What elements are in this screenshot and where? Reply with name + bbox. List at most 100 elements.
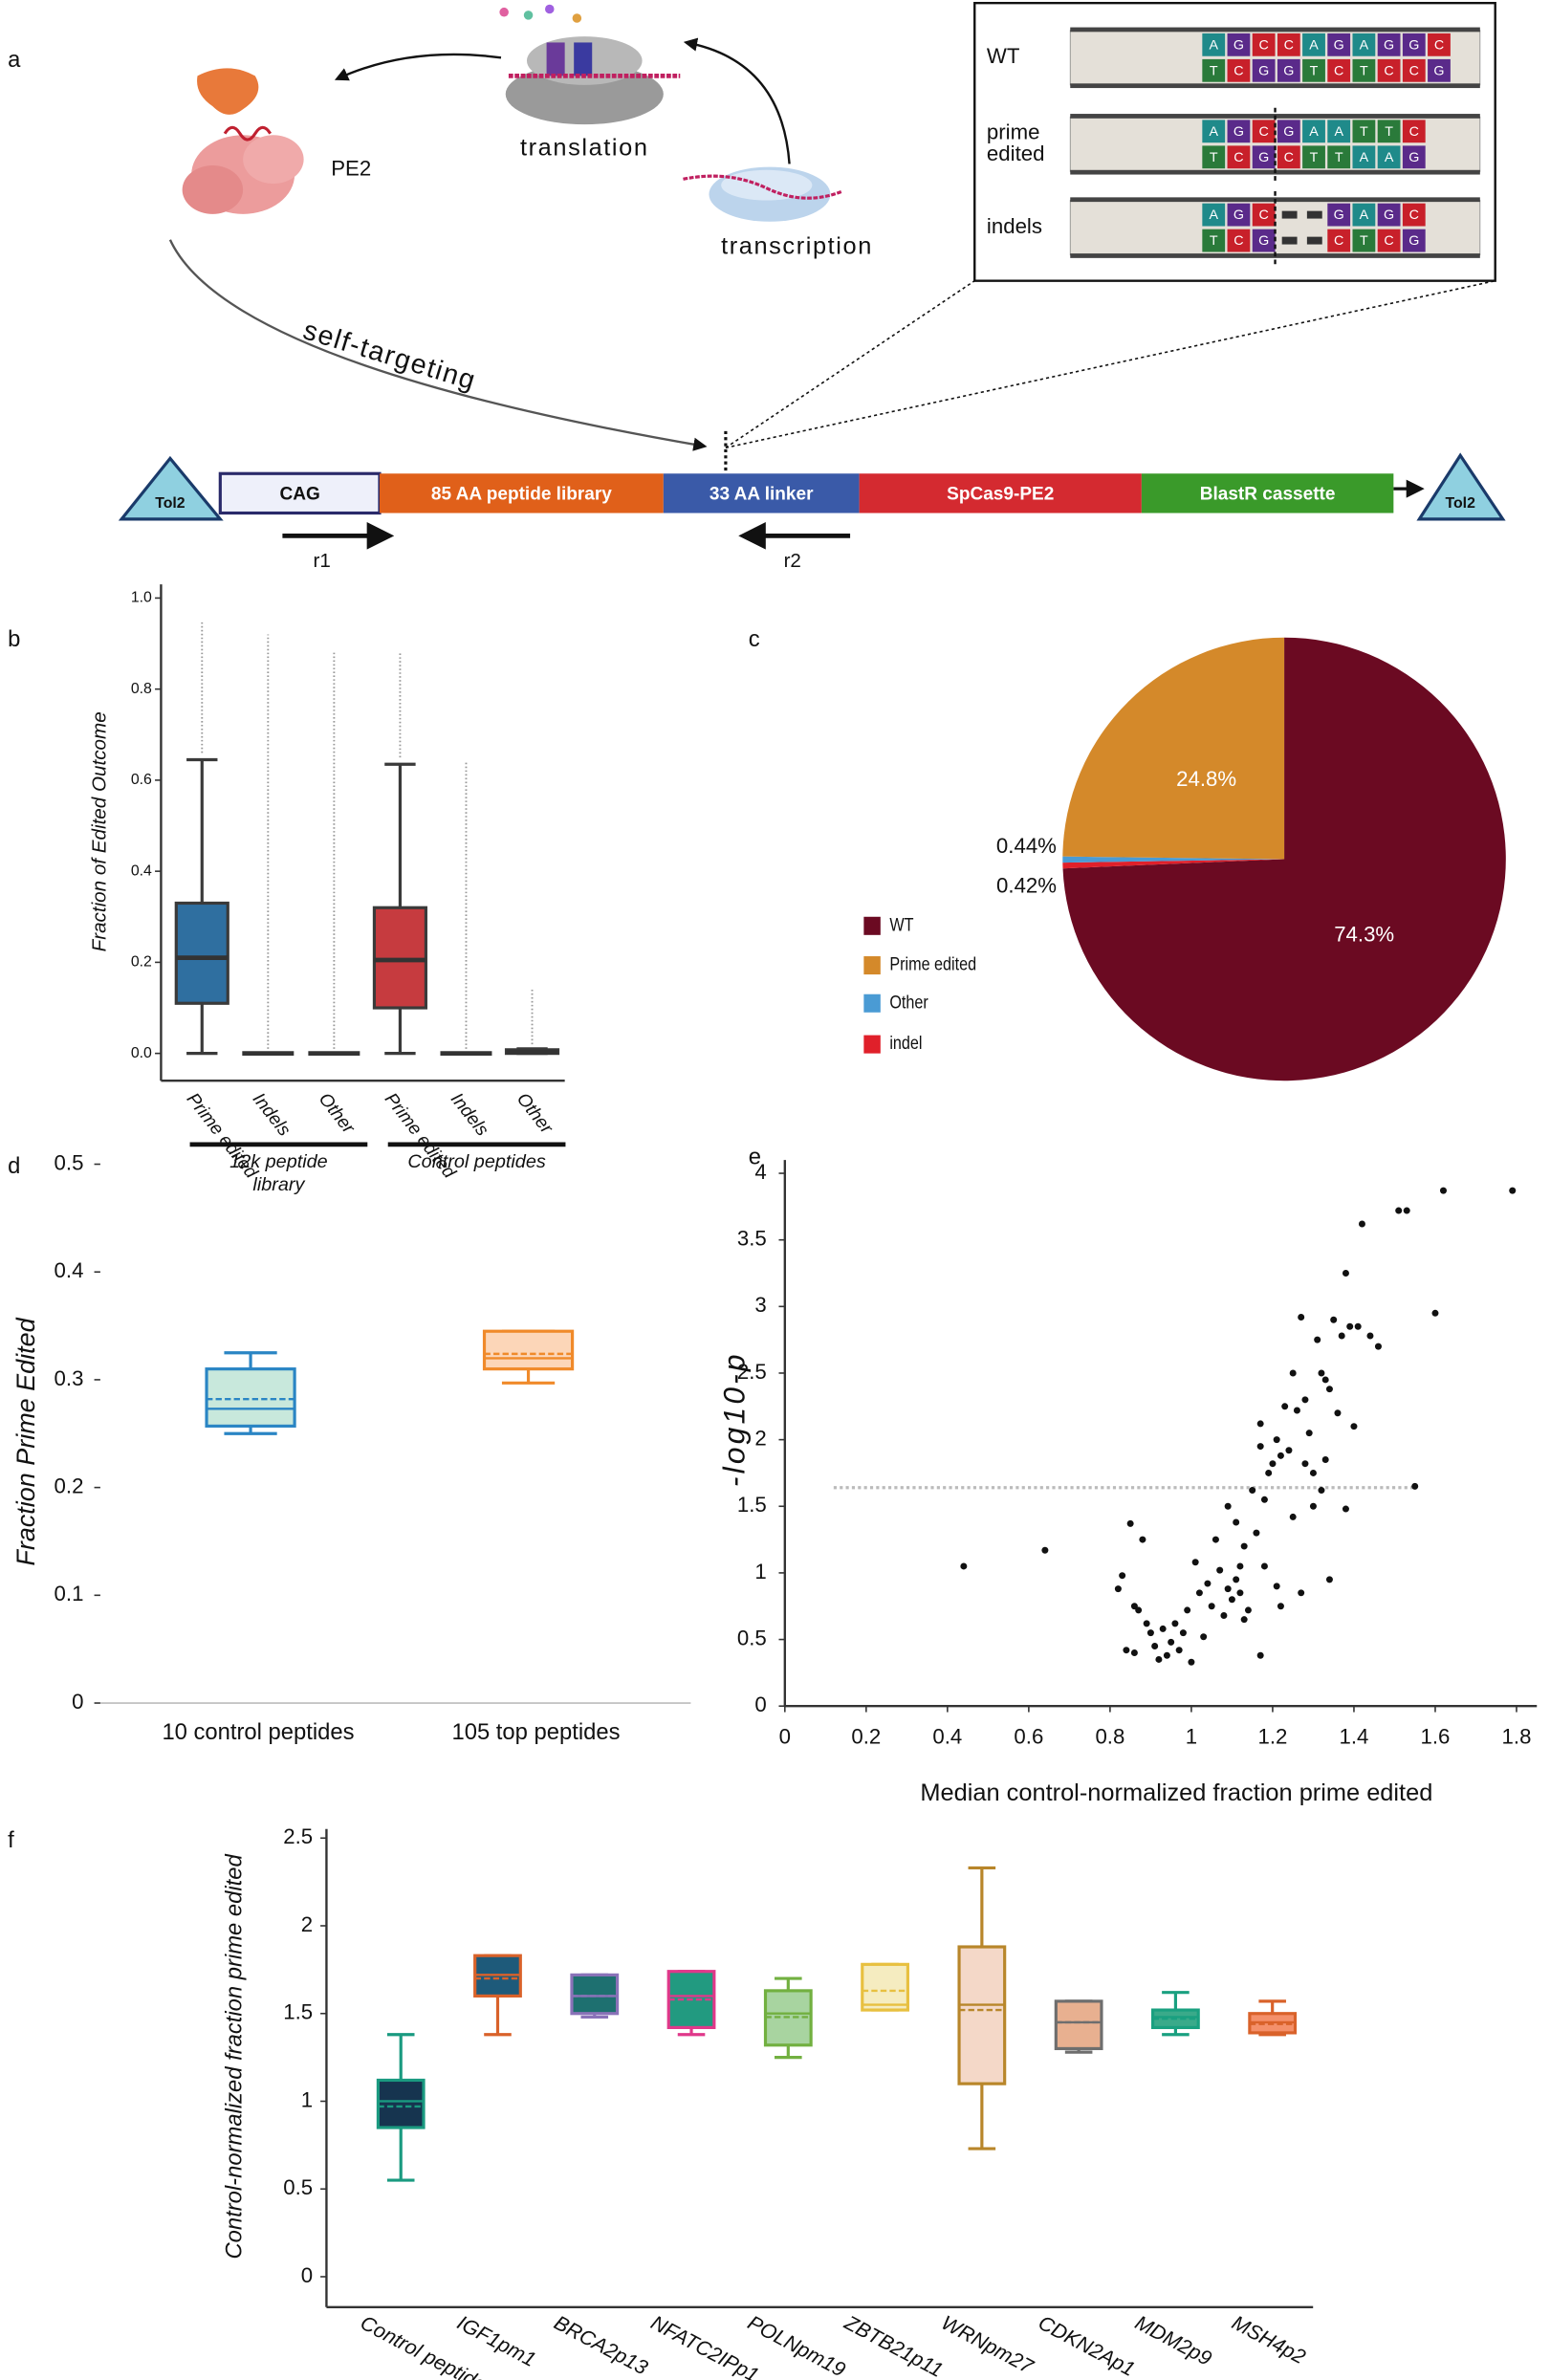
value-label: 0.44% [996, 834, 1057, 858]
whisker-low [775, 2044, 802, 2060]
base-cell [1227, 145, 1251, 169]
base-letter: G [1258, 150, 1269, 165]
segment-label: BlastR cassette [1200, 485, 1336, 505]
whisker-high [1162, 1991, 1190, 2011]
point [1321, 1376, 1329, 1384]
base-letter: A [1209, 37, 1218, 53]
row-label: WT [987, 44, 1020, 68]
base-letter: T [1210, 233, 1218, 249]
box-plot [763, 1976, 813, 2060]
x-tick-label: 0 [779, 1724, 791, 1748]
base-cell [1202, 58, 1226, 82]
point [1354, 1322, 1362, 1330]
box-plot [666, 1970, 716, 2037]
point [1240, 1616, 1248, 1624]
base-letter: C [1258, 124, 1268, 140]
point [1411, 1482, 1419, 1490]
base-cell [1377, 33, 1401, 56]
segment-label: CAG [280, 485, 320, 505]
base-cell [1302, 58, 1325, 82]
box [376, 2078, 426, 2129]
base-letter: A [1360, 207, 1369, 223]
base-cell [1327, 58, 1351, 82]
x-tick-label: 1.2 [1257, 1724, 1287, 1748]
y-tick-label: 1.5 [283, 2000, 313, 2024]
base-letter: G [1258, 63, 1269, 78]
y-tick-label: 2.5 [283, 1824, 313, 1848]
whisker-low [186, 1003, 218, 1056]
group-label: 12k peptide [229, 1151, 328, 1172]
point [1191, 1559, 1199, 1566]
base-letter: C [1384, 233, 1393, 249]
point [1346, 1322, 1354, 1330]
box-plot [570, 1973, 620, 2019]
base-letter: C [1334, 63, 1343, 78]
y-tick-label: 0.1 [55, 1582, 84, 1605]
point [1298, 1589, 1305, 1597]
point [960, 1562, 968, 1570]
y-tick-label: 0.2 [55, 1474, 84, 1498]
construct-segment [663, 473, 860, 513]
point [1208, 1603, 1215, 1610]
point [1175, 1647, 1183, 1654]
y-tick-label: 3 [754, 1293, 766, 1317]
primer-label: r1 [313, 550, 330, 572]
base-cell [1352, 33, 1376, 56]
pie-slice [1062, 859, 1285, 869]
x-axis-label: Median control-normalized fraction prime… [920, 1780, 1432, 1806]
value-label: 0.42% [996, 873, 1057, 897]
indel-gap [1306, 210, 1322, 219]
pie-slice [1062, 637, 1506, 1081]
point [1212, 1536, 1219, 1543]
base-letter: T [1210, 63, 1218, 78]
panel-label: f [8, 1827, 14, 1853]
y-tick-label: 2.5 [737, 1360, 767, 1384]
indel-gap [1281, 210, 1298, 219]
base-cell [1227, 203, 1251, 227]
box [861, 1962, 909, 2012]
base-cell [1352, 120, 1376, 143]
point [1334, 1409, 1342, 1417]
base-letter: A [1385, 150, 1394, 165]
base-cell [1352, 203, 1376, 227]
base-cell [1252, 58, 1276, 82]
point [1318, 1369, 1325, 1377]
x-tick-label: 0.8 [1095, 1724, 1124, 1748]
box-plot [861, 1962, 909, 2012]
base-cell [1302, 33, 1325, 56]
point [1130, 1649, 1138, 1656]
y-tick-label: 1 [754, 1560, 766, 1583]
point [1305, 1430, 1313, 1437]
base-letter: C [1233, 63, 1243, 78]
base-letter: G [1283, 124, 1294, 140]
group-label: Control peptides [407, 1151, 545, 1172]
y-tick-label: 0 [754, 1692, 766, 1716]
point [1325, 1576, 1333, 1583]
y-tick-label: 0.3 [55, 1366, 84, 1390]
box-plot [473, 1954, 522, 2037]
legend-label: indel [889, 1033, 922, 1054]
point [1509, 1187, 1517, 1194]
point [1220, 1611, 1228, 1619]
box-plot [1248, 1999, 1298, 2037]
base-cell [1402, 58, 1426, 82]
base-cell [1202, 203, 1226, 227]
point [1285, 1447, 1293, 1454]
indel-gap [1306, 236, 1322, 245]
point [1265, 1469, 1273, 1476]
point [1256, 1420, 1264, 1428]
point [1139, 1536, 1146, 1543]
pe2-label: PE2 [331, 157, 371, 181]
base-cell [1377, 229, 1401, 252]
base-letter: T [1360, 63, 1368, 78]
inset-box [973, 1, 1496, 282]
base-cell [1402, 203, 1426, 227]
point [1159, 1625, 1167, 1632]
point [1395, 1207, 1403, 1214]
x-tick-label: 10 control peptides [162, 1719, 354, 1745]
base-letter: T [1310, 150, 1319, 165]
base-letter: C [1409, 63, 1419, 78]
base-letter: T [1335, 150, 1343, 165]
point [1439, 1187, 1447, 1194]
